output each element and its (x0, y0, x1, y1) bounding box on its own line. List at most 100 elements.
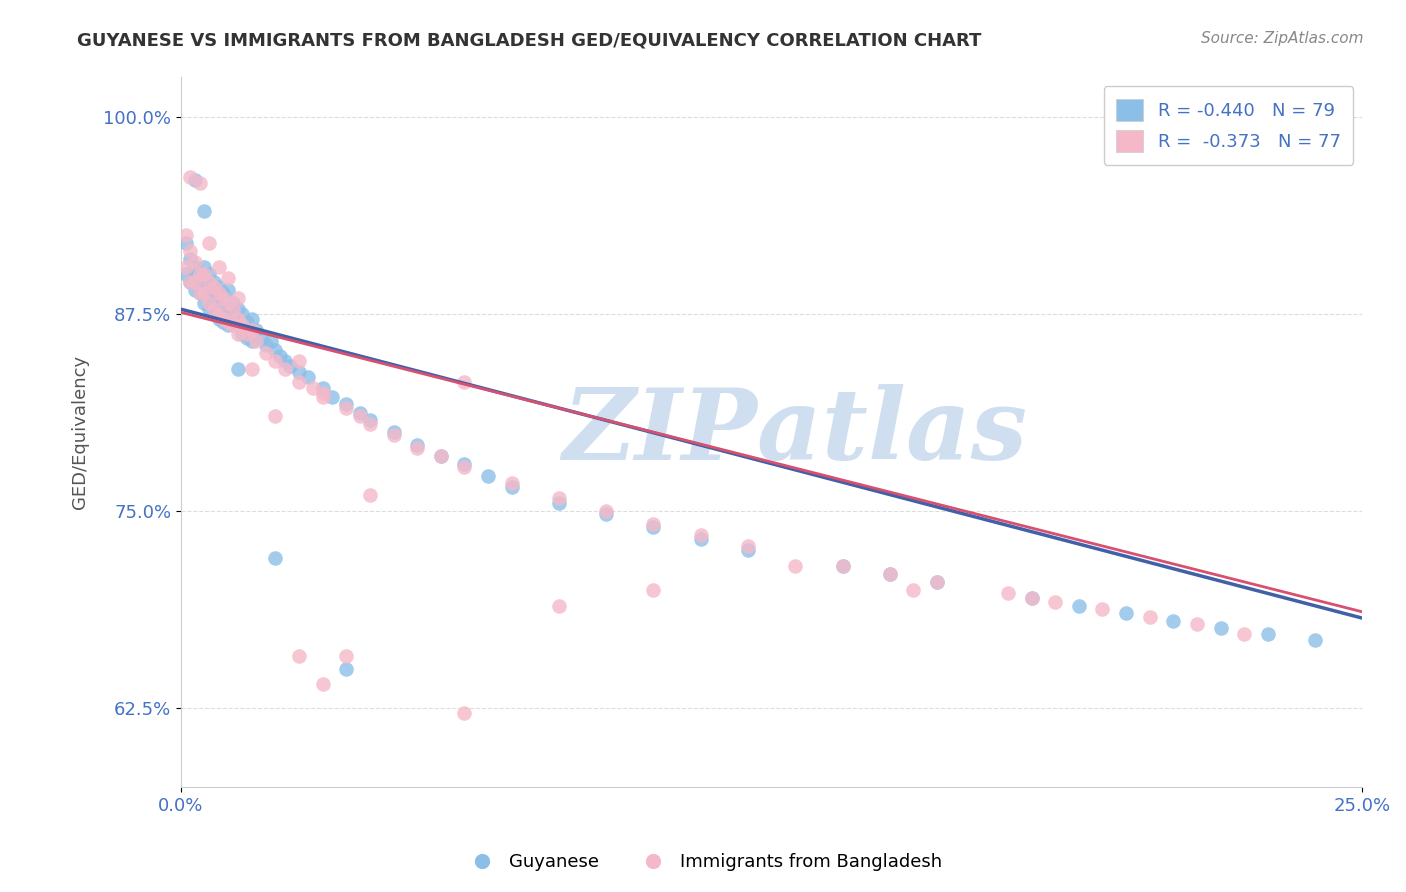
Point (184, 276, 207, 290)
Point (1091, 601, 1114, 615)
Point (264, 551, 287, 566)
Point (208, 280, 231, 294)
Point (217, 270, 239, 285)
Point (231, 307, 253, 321)
Point (174, 268, 197, 282)
Point (174, 260, 197, 274)
Y-axis label: GED/Equivalency: GED/Equivalency (72, 355, 89, 509)
Point (274, 362, 297, 376)
Point (925, 574, 948, 589)
Point (689, 533, 711, 547)
Point (236, 327, 259, 342)
Point (274, 354, 297, 368)
Point (198, 268, 221, 282)
Point (737, 539, 759, 553)
Point (198, 296, 221, 310)
Point (202, 280, 225, 294)
Point (240, 311, 263, 326)
Point (212, 315, 235, 329)
Point (226, 302, 249, 317)
Point (240, 362, 263, 376)
Point (643, 516, 665, 531)
Point (548, 496, 571, 510)
Point (1139, 609, 1161, 624)
Point (1303, 633, 1326, 648)
Point (264, 409, 287, 424)
Point (1067, 599, 1090, 613)
Point (193, 280, 215, 294)
Point (785, 559, 807, 574)
Point (997, 586, 1019, 600)
Point (217, 318, 239, 332)
Point (254, 346, 277, 360)
Point (184, 283, 207, 297)
Point (174, 235, 197, 250)
Point (453, 457, 475, 471)
Point (643, 582, 665, 597)
Point (311, 391, 333, 405)
Point (226, 311, 249, 326)
Text: GUYANESE VS IMMIGRANTS FROM BANGLADESH GED/EQUIVALENCY CORRELATION CHART: GUYANESE VS IMMIGRANTS FROM BANGLADESH G… (77, 31, 981, 49)
Point (311, 385, 333, 400)
Point (202, 302, 225, 317)
Point (349, 409, 371, 424)
Point (689, 527, 711, 541)
Point (321, 391, 343, 405)
Point (879, 567, 901, 582)
Point (226, 327, 249, 342)
Point (269, 350, 291, 364)
Point (208, 311, 231, 326)
Point (879, 567, 901, 582)
Point (406, 441, 429, 455)
Point (198, 286, 221, 301)
Point (430, 449, 453, 463)
Point (188, 286, 211, 301)
Point (217, 296, 239, 310)
Point (359, 412, 381, 426)
Point (359, 488, 381, 502)
Point (501, 480, 523, 494)
Point (453, 459, 475, 474)
Point (236, 315, 259, 329)
Point (198, 235, 221, 250)
Point (198, 302, 221, 317)
Point (831, 559, 853, 574)
Point (188, 176, 211, 190)
Point (1209, 621, 1232, 635)
Point (245, 334, 267, 348)
Point (311, 381, 333, 395)
Point (193, 268, 215, 282)
Point (245, 323, 267, 337)
Point (179, 252, 201, 266)
Legend: Guyanese, Immigrants from Bangladesh: Guyanese, Immigrants from Bangladesh (457, 847, 949, 879)
Point (226, 318, 249, 332)
Point (188, 268, 211, 282)
Point (406, 438, 429, 452)
Point (1021, 591, 1043, 605)
Point (311, 677, 333, 691)
Point (226, 291, 249, 305)
Point (1163, 615, 1185, 629)
Point (193, 296, 215, 310)
Point (1185, 617, 1208, 632)
Point (212, 307, 235, 321)
Point (240, 323, 263, 337)
Point (212, 286, 235, 301)
Point (222, 311, 245, 326)
Point (184, 260, 207, 274)
Point (254, 338, 277, 352)
Point (501, 475, 523, 490)
Point (184, 268, 207, 282)
Point (453, 706, 475, 720)
Point (202, 307, 225, 321)
Point (1021, 591, 1043, 605)
Point (643, 519, 665, 533)
Point (236, 330, 259, 344)
Point (231, 318, 253, 332)
Point (217, 315, 239, 329)
Point (288, 354, 311, 368)
Point (179, 276, 201, 290)
Point (335, 401, 357, 416)
Point (184, 255, 207, 269)
Point (174, 228, 197, 243)
